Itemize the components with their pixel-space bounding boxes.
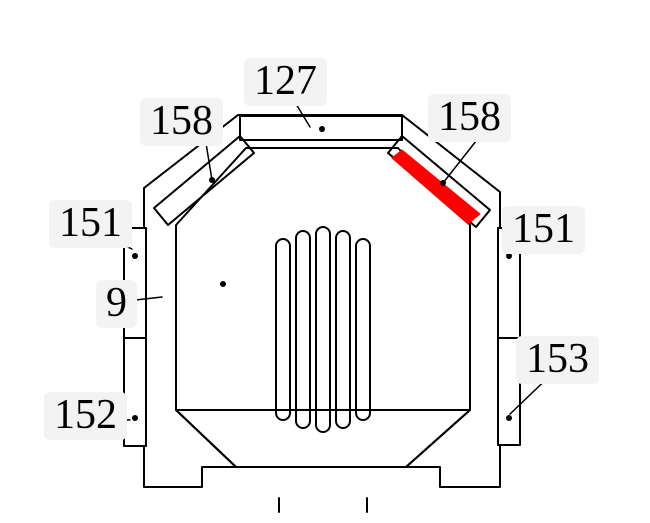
leader-line [443, 136, 480, 183]
floor-line [176, 410, 236, 467]
floor-line [406, 410, 470, 467]
mount-hole [506, 415, 512, 421]
mount-hole [132, 415, 138, 421]
label-151-right: 151 [502, 206, 585, 254]
diagram-stage: 127 158 158 151 151 9 153 152 [0, 0, 650, 523]
label-152: 152 [44, 392, 127, 440]
mount-hole [319, 126, 325, 132]
label-158-right: 158 [428, 94, 511, 142]
rib [336, 231, 350, 428]
mount-hole [132, 253, 138, 259]
interior-dot [220, 281, 226, 287]
highlighted-part [392, 150, 480, 224]
label-153: 153 [516, 336, 599, 384]
right-side-panel [498, 228, 520, 445]
rib [316, 227, 330, 432]
label-158-left: 158 [140, 98, 223, 146]
rib [296, 231, 310, 428]
label-127: 127 [244, 58, 327, 106]
label-151-left: 151 [49, 200, 132, 248]
rib [276, 239, 290, 420]
rib [356, 239, 370, 420]
inner-cavity [176, 148, 470, 467]
label-9: 9 [96, 280, 137, 328]
left-diagonal-panel [154, 136, 254, 225]
